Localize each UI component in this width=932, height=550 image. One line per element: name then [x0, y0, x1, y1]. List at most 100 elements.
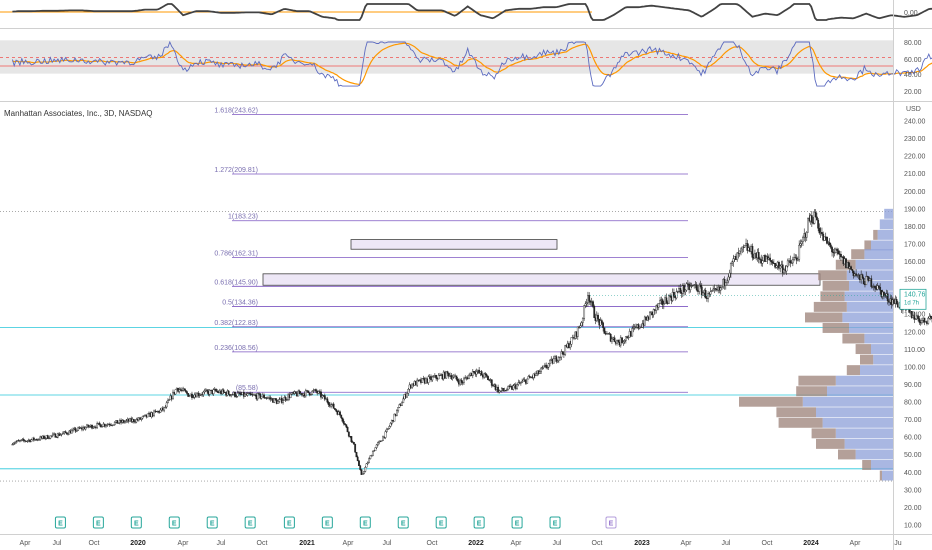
last-price-value: 140.76	[904, 291, 926, 298]
candle-up	[585, 302, 588, 305]
candle-up	[366, 462, 369, 464]
candle-up	[364, 466, 367, 472]
last-price-badge: 140.76 1d 7h	[899, 288, 927, 310]
candle-down	[359, 465, 362, 470]
candle-up	[373, 450, 376, 452]
earnings-marker[interactable]: E	[168, 516, 180, 529]
earnings-marker-box	[283, 516, 295, 529]
candle-down	[626, 336, 629, 338]
candle-up	[775, 265, 778, 268]
candle-up	[50, 435, 53, 437]
candle-down	[895, 299, 898, 304]
candle-up	[125, 420, 128, 422]
volume-profile-down-bar	[739, 396, 803, 407]
earnings-marker[interactable]: E	[92, 516, 104, 529]
candle-up	[178, 389, 181, 392]
candle-down	[815, 216, 818, 221]
earnings-marker[interactable]: E	[321, 516, 333, 529]
price-axis[interactable]: USD 240.00 230.00 220.00 210.00 200.00 190.00…	[904, 106, 926, 530]
candle-up	[516, 384, 518, 389]
candle-down	[354, 444, 357, 453]
earnings-marker[interactable]: E	[605, 516, 617, 529]
time-tick-label: Apr	[343, 540, 355, 547]
candle-down	[781, 264, 784, 274]
time-axis[interactable]: Apr Jul Oct 2020 Apr Jul Oct 2021 Apr Jul Oct 2022 A…	[20, 540, 902, 547]
earnings-marker[interactable]: E	[244, 516, 256, 529]
earnings-marker[interactable]: E	[206, 516, 218, 529]
earnings-marker[interactable]: E	[130, 516, 142, 529]
candle-down	[847, 262, 850, 269]
volume-profile-up-bar	[822, 417, 893, 428]
volume-profile-down-bar	[796, 386, 827, 397]
candle-down	[778, 262, 780, 269]
candle-down	[353, 442, 355, 445]
earnings-marker[interactable]: E	[359, 516, 371, 529]
candle-up	[62, 432, 64, 435]
earnings-marker[interactable]: E	[511, 516, 523, 529]
candle-up	[389, 423, 392, 427]
earnings-marker[interactable]: E	[549, 516, 561, 529]
earnings-marker-label: E	[515, 521, 520, 528]
earnings-marker-label: E	[363, 521, 368, 528]
earnings-marker-box	[511, 516, 523, 529]
volume-profile-up-bar	[846, 270, 893, 281]
candle-down	[814, 211, 817, 218]
earnings-marker-box	[321, 516, 333, 529]
candle-down	[191, 393, 193, 398]
candle-up	[712, 288, 715, 291]
candle-up	[797, 259, 799, 261]
candle-up	[519, 382, 522, 384]
candle-up	[375, 444, 378, 448]
candle-up	[627, 337, 630, 339]
candle-down	[637, 324, 640, 329]
candle-up	[581, 318, 584, 323]
candle-up	[192, 396, 195, 398]
candle-up	[631, 328, 634, 337]
volume-profile-down-bar	[822, 280, 849, 291]
earnings-marker[interactable]: E	[397, 516, 409, 529]
earnings-marker-box	[206, 516, 218, 529]
candle-down	[613, 337, 616, 342]
candle-up	[124, 421, 126, 423]
resistance-zone[interactable]	[262, 273, 821, 286]
time-tick-label: 2020	[130, 540, 146, 547]
candle-up	[675, 291, 678, 299]
candle-down	[850, 266, 852, 270]
candle-up	[289, 394, 292, 398]
earnings-marker-label: E	[439, 521, 444, 528]
candle-up	[914, 318, 917, 320]
candle-up	[640, 326, 642, 328]
candle-up	[378, 440, 381, 443]
candle-up	[439, 375, 441, 377]
candle-up	[709, 291, 712, 295]
candle-up	[208, 390, 211, 395]
candle-up	[140, 417, 143, 420]
earnings-marker[interactable]: E	[435, 516, 447, 529]
candle-down	[435, 375, 438, 379]
volume-profile-down-bar	[838, 449, 856, 460]
candle-up	[25, 440, 28, 442]
candle-up	[397, 407, 400, 411]
earnings-marker[interactable]: E	[283, 516, 295, 529]
candle-up	[541, 367, 544, 369]
candle-down	[274, 398, 277, 401]
candle-up	[731, 261, 734, 264]
earnings-marker[interactable]: E	[473, 516, 485, 529]
volume-profile-down-bar	[879, 470, 882, 481]
candle-up	[517, 382, 520, 385]
candle-down	[249, 392, 252, 395]
candle-up	[165, 402, 168, 408]
zones	[262, 239, 821, 286]
candle-down	[340, 414, 343, 419]
resistance-zone[interactable]	[350, 239, 558, 250]
time-tick-label: Apr	[178, 540, 190, 547]
candle-down	[320, 391, 322, 398]
earnings-marker[interactable]: E	[54, 516, 66, 529]
candle-up	[920, 320, 923, 324]
candle-up	[452, 375, 455, 378]
volume-profile-down-bar	[873, 229, 878, 240]
candle-down	[829, 244, 832, 248]
candle-up	[92, 427, 95, 429]
candle-down	[360, 469, 363, 475]
